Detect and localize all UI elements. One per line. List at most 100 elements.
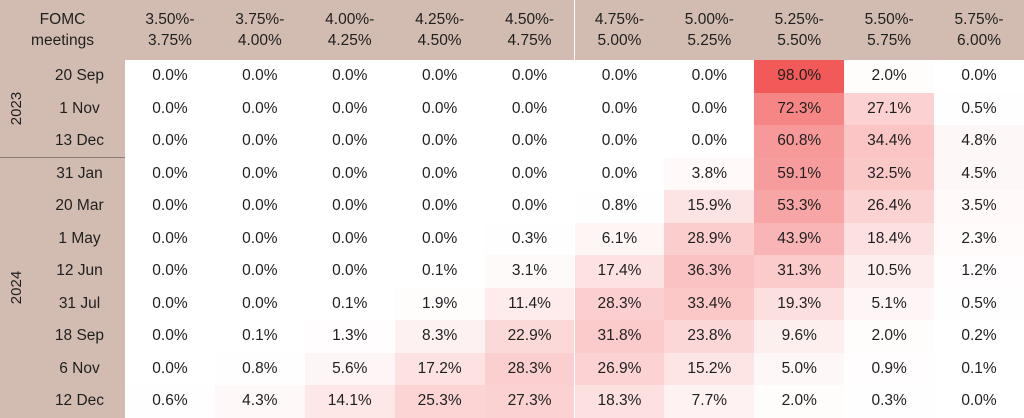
heatmap-cell: 0.0% [214, 125, 305, 158]
heatmap-cell: 3.1% [484, 255, 575, 288]
meeting-date-label: 31 Jan [56, 164, 103, 182]
heatmap-cell: 22.9% [484, 320, 575, 353]
meeting-date-label: 6 Nov [59, 359, 100, 377]
heatmap-cell: 23.8% [664, 320, 755, 353]
heatmap-cell: 0.0% [394, 60, 485, 93]
heatmap-cell: 3.5% [934, 190, 1024, 223]
heatmap-cell: 2.0% [754, 385, 845, 418]
heatmap-cell: 0.0% [125, 255, 215, 288]
heatmap-cell: 0.0% [484, 92, 575, 125]
heatmap-cell: 0.0% [214, 255, 305, 288]
heatmap-cell: 0.0% [125, 92, 215, 125]
heatmap-cell: 19.3% [754, 287, 845, 320]
heatmap-cell: 0.0% [304, 60, 395, 93]
heatmap-cell: 36.3% [664, 255, 755, 288]
heatmap-cell: 28.9% [664, 222, 755, 255]
heatmap-cell: 0.0% [304, 222, 395, 255]
heatmap-cell: 17.2% [394, 352, 485, 385]
heatmap-cell: 0.8% [214, 352, 305, 385]
heatmap-cell: 31.3% [754, 255, 845, 288]
heatmap-cell: 0.0% [664, 60, 755, 93]
heatmap-cell: 7.7% [664, 385, 755, 418]
heatmap-cell: 0.1% [394, 255, 485, 288]
heatmap-cell: 59.1% [754, 157, 845, 190]
heatmap-cell: 0.0% [214, 157, 305, 190]
heatmap-cell: 0.0% [304, 190, 395, 223]
heatmap-cell: 0.0% [394, 157, 485, 190]
heatmap-cell: 0.0% [125, 352, 215, 385]
heatmap-cell: 0.0% [304, 125, 395, 158]
heatmap-cell: 1.9% [394, 287, 485, 320]
heatmap-cell: 5.6% [304, 352, 395, 385]
heatmap-cell: 8.3% [394, 320, 485, 353]
column-header: 5.00%- 5.25% [664, 0, 755, 60]
heatmap-cell: 0.2% [934, 320, 1024, 353]
heatmap-cell: 0.0% [394, 222, 485, 255]
heatmap-cell: 14.1% [304, 385, 395, 418]
heatmap-cell: 34.4% [844, 125, 935, 158]
column-header: 4.25%- 4.50% [394, 0, 485, 60]
heatmap-cell: 10.5% [844, 255, 935, 288]
heatmap-cell: 0.0% [214, 190, 305, 223]
heatmap-cell: 5.0% [754, 352, 845, 385]
heatmap-cell: 5.1% [844, 287, 935, 320]
heatmap-cell: 1.2% [934, 255, 1024, 288]
column-header: 3.50%- 3.75% [125, 0, 215, 60]
heatmap-cell: 0.0% [664, 92, 755, 125]
heatmap-cell: 0.0% [125, 287, 215, 320]
column-header: 5.75%- 6.00% [934, 0, 1024, 60]
heatmap-cell: 27.1% [844, 92, 935, 125]
heatmap-cell: 18.3% [574, 385, 665, 418]
meeting-date-label: 13 Dec [54, 132, 105, 149]
heatmap-cell: 60.8% [754, 125, 845, 158]
heatmap-cell: 0.0% [484, 60, 575, 93]
heatmap-cell: 2.0% [844, 320, 935, 353]
heatmap-cell: 2.0% [844, 60, 935, 93]
heatmap-cell: 3.8% [664, 157, 755, 190]
heatmap-cell: 0.0% [574, 60, 665, 93]
heatmap-cell: 6.1% [574, 222, 665, 255]
heatmap-cell: 28.3% [574, 287, 665, 320]
heatmap-cell: 0.8% [574, 190, 665, 223]
meeting-date-label: 18 Sep [54, 327, 105, 344]
column-header: 5.25%- 5.50% [754, 0, 845, 60]
year-separator [0, 157, 125, 158]
heatmap-cell: 0.0% [484, 125, 575, 158]
heatmap-cell: 32.5% [844, 157, 935, 190]
heatmap-cell: 0.3% [484, 222, 575, 255]
heatmap-cell: 0.0% [574, 125, 665, 158]
heatmap-cell: 0.5% [934, 92, 1024, 125]
meeting-date-label: 20 Sep [54, 67, 105, 84]
heatmap-cell: 0.0% [125, 125, 215, 158]
heatmap-cell: 0.0% [304, 92, 395, 125]
heatmap-cell: 11.4% [484, 287, 575, 320]
heatmap-cell: 43.9% [754, 222, 845, 255]
column-header: 3.75%- 4.00% [214, 0, 305, 60]
column-header: 5.50%- 5.75% [844, 0, 935, 60]
heatmap-cell: 0.0% [125, 222, 215, 255]
heatmap-cell: 26.9% [574, 352, 665, 385]
heatmap-cell: 18.4% [844, 222, 935, 255]
heatmap-cell: 0.5% [934, 287, 1024, 320]
heatmap-cell: 0.0% [484, 157, 575, 190]
heatmap-cell: 0.0% [394, 190, 485, 223]
heatmap-cell: 0.1% [214, 320, 305, 353]
meeting-date-label: 31 Jul [58, 294, 101, 312]
heatmap-cell: 0.6% [125, 385, 215, 418]
heatmap-cell: 27.3% [484, 385, 575, 418]
heatmap-cell: 0.0% [125, 320, 215, 353]
heatmap-cell: 15.9% [664, 190, 755, 223]
heatmap-cell: 0.0% [125, 157, 215, 190]
year-label: 2023 [8, 92, 26, 126]
heatmap-cell: 0.0% [394, 125, 485, 158]
heatmap-cell: 0.0% [214, 222, 305, 255]
row-label-column [0, 60, 125, 418]
heatmap-cell: 31.8% [574, 320, 665, 353]
heatmap-cell: 53.3% [754, 190, 845, 223]
heatmap-cell: 0.0% [664, 125, 755, 158]
heatmap-cell: 4.5% [934, 157, 1024, 190]
heatmap-cell: 0.0% [304, 255, 395, 288]
heatmap-cell: 0.1% [934, 352, 1024, 385]
column-header: 4.50%- 4.75% [484, 0, 575, 60]
column-header: 4.00%- 4.25% [304, 0, 395, 60]
